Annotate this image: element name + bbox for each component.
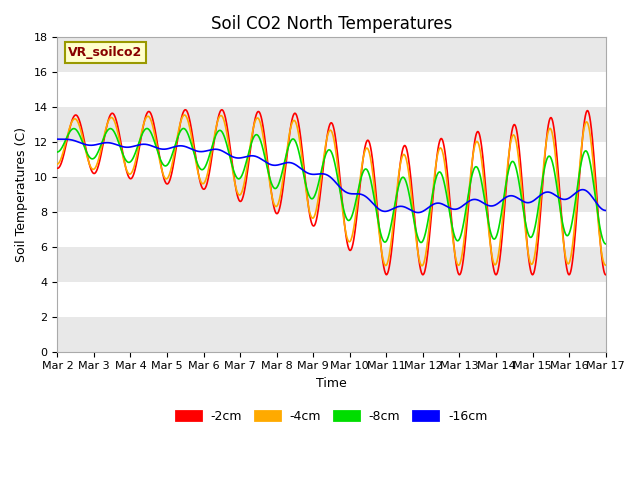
-16cm — [58, 136, 66, 142]
-16cm — [82, 142, 90, 147]
-2cm — [54, 166, 61, 171]
-8cm — [180, 126, 188, 132]
Line: -8cm: -8cm — [58, 129, 605, 244]
-4cm — [586, 133, 594, 139]
Y-axis label: Soil Temperatures (C): Soil Temperatures (C) — [15, 127, 28, 262]
-4cm — [586, 131, 594, 137]
-2cm — [306, 212, 314, 217]
-4cm — [418, 263, 426, 269]
-8cm — [81, 146, 89, 152]
-16cm — [321, 171, 328, 177]
Bar — [58, 177, 605, 212]
Legend: -2cm, -4cm, -8cm, -16cm: -2cm, -4cm, -8cm, -16cm — [171, 405, 492, 428]
Bar — [58, 247, 605, 282]
-8cm — [321, 156, 328, 162]
-8cm — [486, 224, 493, 230]
-16cm — [586, 192, 594, 197]
-4cm — [180, 112, 188, 118]
-2cm — [486, 229, 493, 235]
-2cm — [182, 107, 189, 113]
X-axis label: Time: Time — [316, 377, 347, 390]
-16cm — [586, 192, 594, 197]
-4cm — [321, 151, 328, 157]
-4cm — [486, 236, 493, 242]
-16cm — [306, 171, 314, 177]
-16cm — [486, 203, 493, 209]
Bar — [58, 317, 605, 351]
Bar — [58, 107, 605, 142]
Text: VR_soilco2: VR_soilco2 — [68, 46, 143, 59]
Bar — [58, 282, 605, 317]
-4cm — [54, 161, 61, 167]
Bar — [58, 72, 605, 107]
-2cm — [321, 156, 328, 161]
-2cm — [602, 272, 609, 277]
Bar — [58, 37, 605, 72]
Bar — [58, 212, 605, 247]
-2cm — [586, 114, 593, 120]
-8cm — [586, 157, 593, 163]
Line: -16cm: -16cm — [58, 139, 605, 213]
Title: Soil CO2 North Temperatures: Soil CO2 North Temperatures — [211, 15, 452, 33]
Bar — [58, 142, 605, 177]
-2cm — [81, 144, 89, 149]
-4cm — [81, 147, 89, 153]
-4cm — [602, 262, 609, 268]
-16cm — [602, 207, 609, 213]
-2cm — [586, 116, 594, 121]
-4cm — [306, 209, 314, 215]
Line: -4cm: -4cm — [58, 115, 605, 266]
-8cm — [602, 241, 609, 247]
Line: -2cm: -2cm — [58, 110, 605, 275]
-16cm — [54, 136, 61, 142]
-16cm — [414, 210, 422, 216]
-8cm — [54, 149, 61, 155]
-8cm — [306, 194, 314, 200]
-8cm — [586, 159, 594, 165]
